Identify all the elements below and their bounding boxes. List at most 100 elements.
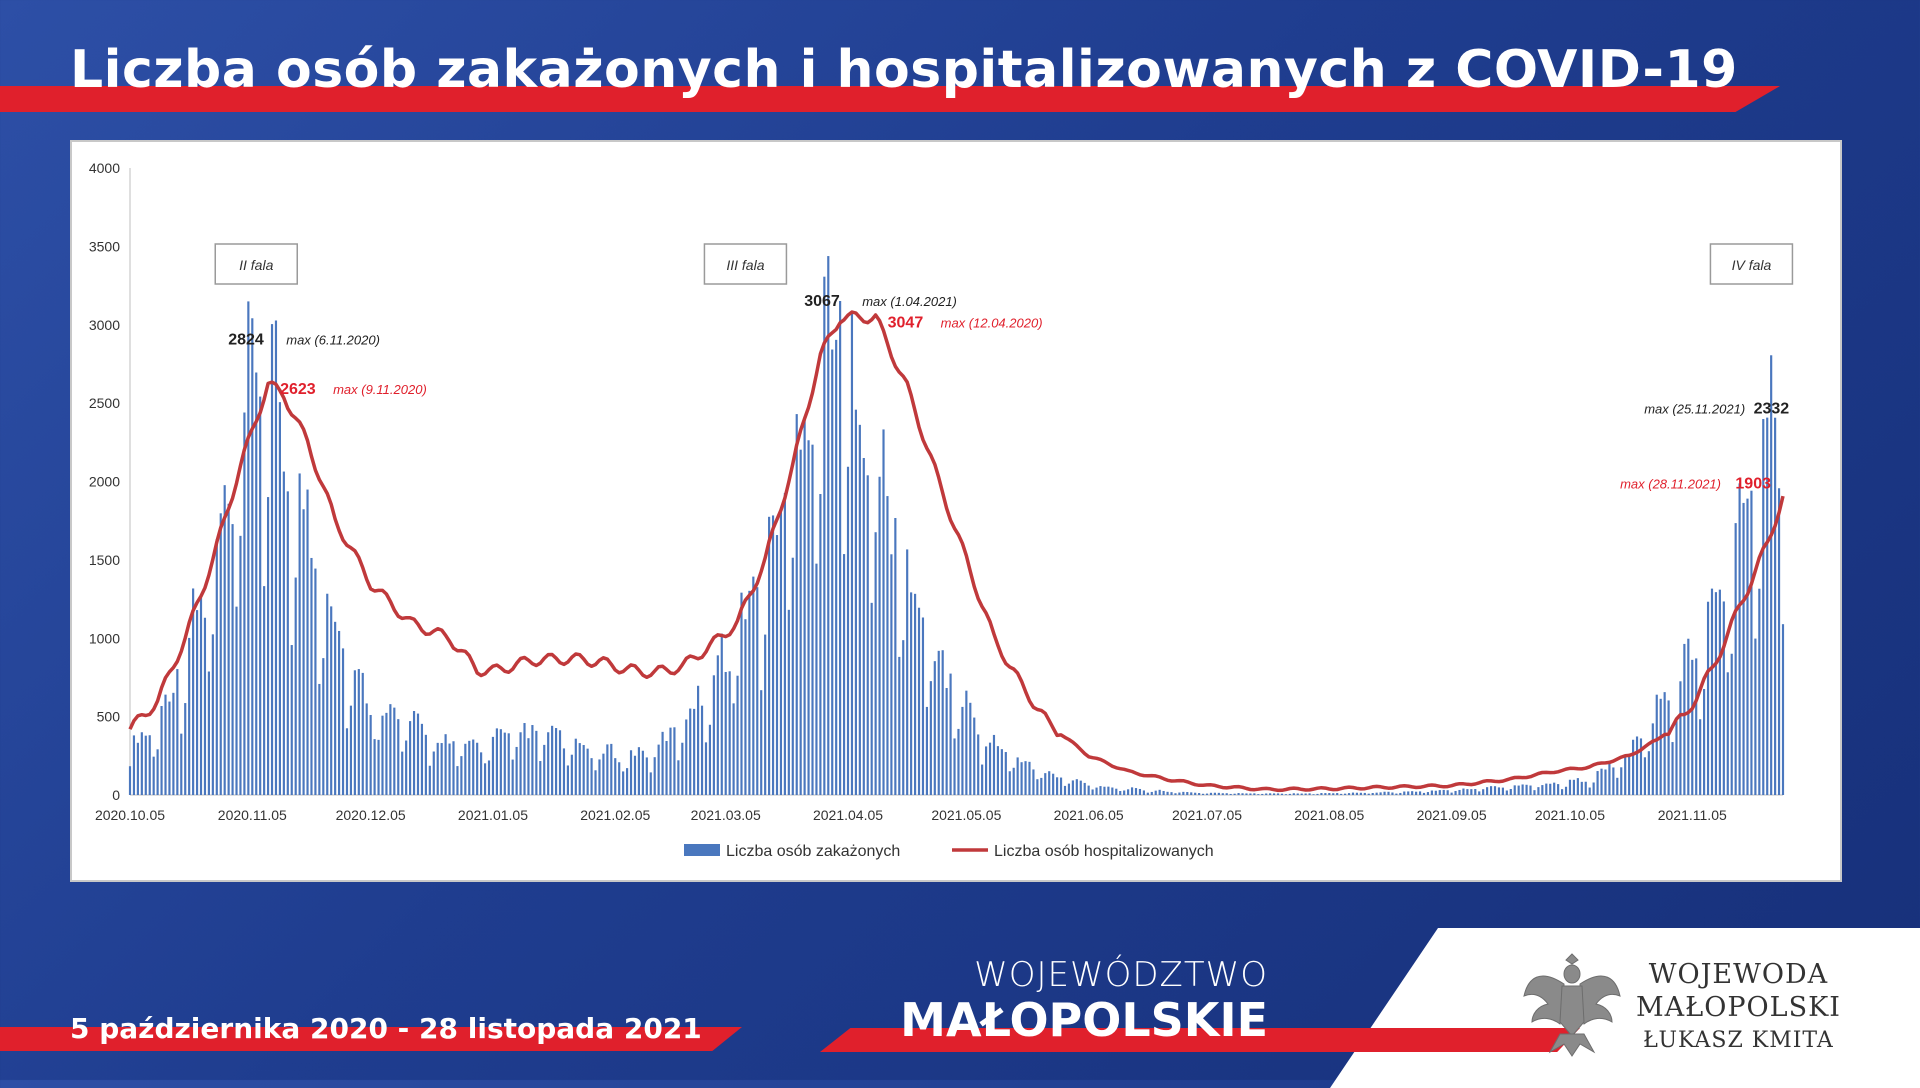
y-tick-label: 1000 [89,630,120,646]
case-bar [748,590,751,795]
case-bar [377,739,380,795]
case-bar [839,301,842,795]
chart-panel: 0 500 1000 1500 2000 2500 3000 3500 4000 2020.10.… [70,140,1842,882]
case-bar [1395,793,1398,795]
case-bar [933,661,936,795]
case-bar [551,725,554,795]
case-bar [428,765,431,795]
case-bar [1509,788,1512,795]
case-bar [1770,355,1773,795]
case-bar [1470,789,1473,795]
case-bar [988,742,992,795]
case-bar [1359,792,1362,795]
case-bar [716,655,719,795]
case-bar [251,318,254,795]
case-bar [1229,793,1232,795]
case-bar [823,276,826,795]
case-bar [1612,767,1615,795]
case-bar [1407,791,1410,795]
case-bar [1296,793,1299,795]
case-bar [594,770,597,795]
wave-label: III fala [703,243,788,285]
case-bar [807,440,810,795]
case-bar [1324,793,1327,795]
case-bar [1734,523,1737,795]
case-bar [1537,787,1540,795]
x-tick-label: 2021.04.05 [813,807,883,823]
case-bar [586,748,589,795]
case-bar [874,532,877,795]
case-bar [1533,790,1536,795]
x-tick-label: 2021.11.05 [1658,807,1727,823]
case-bar [341,648,345,795]
case-bar [1411,791,1414,795]
case-bar [1497,787,1501,795]
case-bar [1280,793,1284,795]
title-stripe [0,86,1780,112]
x-tick-label: 2021.09.05 [1417,807,1487,823]
max-note-label: max (9.11.2020) [333,382,427,397]
case-bar [602,753,605,795]
max-note-label: max (1.04.2021) [862,294,957,309]
y-tick-label: 2000 [89,474,120,490]
case-bar [598,759,601,795]
case-bar [1257,794,1260,795]
case-bar [1032,769,1035,795]
case-bar [677,760,680,795]
case-bar [1008,771,1011,795]
case-bar [1217,792,1220,795]
case-bar [1501,787,1504,795]
case-bar [1067,783,1071,795]
case-bar [1103,786,1106,795]
case-bar [199,597,203,795]
case-bar [1099,786,1102,795]
case-bar [756,587,759,795]
max-value-label: 2824 [228,331,264,348]
case-bar [1332,793,1335,795]
case-bar [1545,783,1548,795]
case-bar [164,694,167,795]
max-note-label: max (28.11.2021) [1620,477,1721,492]
case-bar [886,496,889,795]
case-bar [278,402,281,795]
case-bar [1371,793,1374,795]
case-bar [302,509,305,795]
case-bar [921,617,925,795]
max-annotation: 3047 max (12.04.2020) [888,314,1043,331]
case-bar [815,563,818,795]
case-bar [1588,787,1591,795]
case-bar [1679,681,1682,795]
case-bar [633,755,637,795]
case-bar [192,588,195,795]
case-bar [144,735,147,795]
case-bar [614,758,617,795]
case-bar [432,751,435,795]
case-bar [1564,786,1568,795]
case-bar [1276,793,1280,795]
case-bar [558,730,562,795]
case-bar [945,687,948,795]
case-bar [531,725,534,795]
case-bar [941,650,944,795]
case-bar [1655,694,1658,795]
case-bar [1699,719,1702,795]
case-bar [1265,793,1268,795]
case-bar [1718,589,1721,795]
y-tick-label: 4000 [89,160,120,176]
case-bar [657,744,660,795]
case-bar [937,650,940,795]
case-bar [562,748,566,795]
cases-bars [128,256,1785,795]
case-bar [1643,757,1647,795]
case-bar [527,738,530,795]
case-bar [1162,790,1165,795]
case-bar [1710,588,1714,795]
legend: Liczba osób zakażonych Liczba osób hospit… [684,843,1214,860]
case-bar [1781,624,1785,795]
x-tick-label: 2021.10.05 [1535,807,1605,823]
case-bar [574,738,577,795]
case-bar [444,734,447,795]
case-bar [211,634,214,795]
case-bar [1044,773,1047,795]
date-stripe [0,1027,742,1051]
